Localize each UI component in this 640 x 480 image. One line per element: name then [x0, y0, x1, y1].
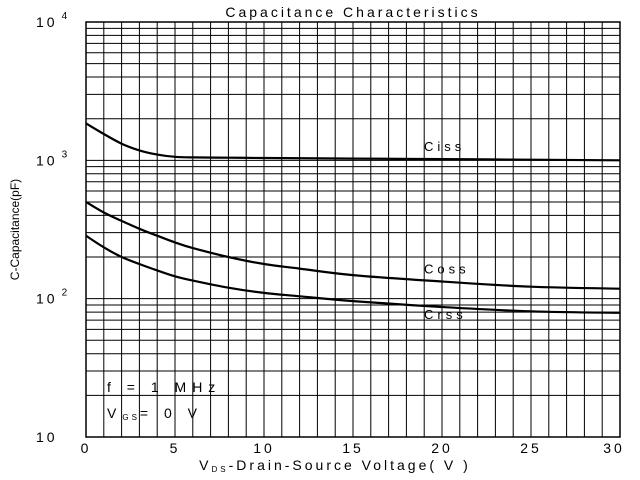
series-labels: Ciss Coss Crss: [424, 139, 470, 322]
frequency-value: 1 MHz: [151, 379, 221, 395]
frequency-condition: f = 1 MHz: [107, 379, 221, 395]
test-conditions: f = 1 MHz VGS= 0 V: [107, 379, 221, 422]
vgs-sub: GS: [122, 413, 140, 422]
series-label-crss: Crss: [424, 307, 467, 322]
x-tick-label: 5: [170, 440, 181, 456]
x-tick-label: 20: [431, 440, 453, 456]
series-line-crss: [85, 234, 621, 314]
x-tick-label: 10: [253, 440, 275, 456]
vgs-condition: VGS= 0 V: [107, 405, 203, 422]
series-label-coss: Coss: [424, 262, 470, 277]
series-line-coss: [85, 201, 621, 290]
x-axis-symbol-sub: DS: [212, 465, 229, 474]
x-tick-label: 30: [603, 440, 625, 456]
x-tick-label: 0: [81, 440, 92, 456]
series-label-ciss: Ciss: [424, 139, 465, 154]
x-tick-label: 25: [520, 440, 542, 456]
y-tick-label: 10 4: [36, 11, 70, 30]
x-tick-label: 15: [342, 440, 364, 456]
y-axis-label: C-Capacitance(pF): [8, 179, 22, 280]
plot-frame: [85, 21, 621, 438]
x-axis-label: VDS-Drain-Source Voltage( V ): [199, 457, 471, 474]
x-axis-symbol: V: [199, 457, 211, 473]
frequency-prefix: f =: [107, 379, 141, 395]
series-curves: [85, 122, 621, 314]
vgs-value: = 0 V: [140, 405, 203, 421]
series-line-ciss: [85, 122, 621, 162]
chart-title: Capacitance Characteristics: [225, 4, 480, 20]
x-tick-labels: 0 5 10 15 20 25 30: [81, 440, 625, 456]
x-axis-label-text: -Drain-Source Voltage( V ): [229, 457, 471, 473]
vgs-symbol: V: [107, 405, 122, 421]
grid: [86, 22, 620, 437]
y-tick-label: 10: [36, 429, 58, 445]
y-tick-label: 10 2: [36, 288, 70, 307]
y-tick-label: 10 3: [36, 149, 70, 168]
